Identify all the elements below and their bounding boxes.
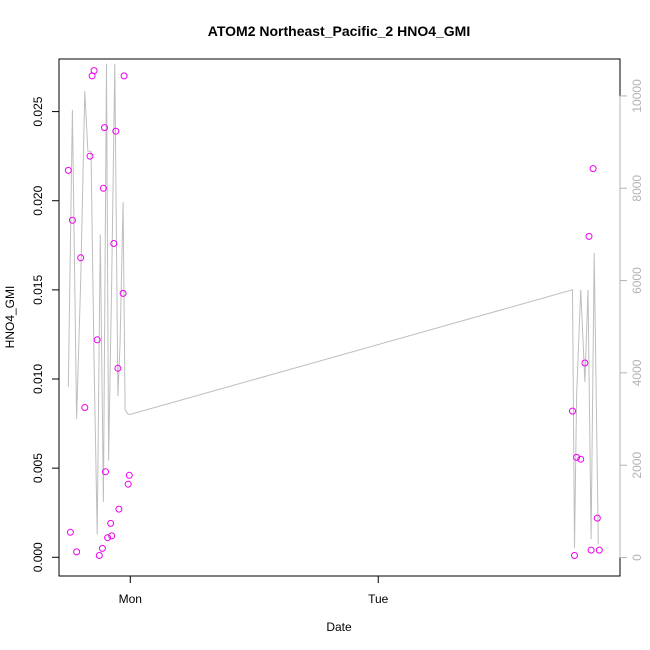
data-point [64,166,72,174]
data-point [101,124,108,132]
data-point [81,404,89,411]
data-point [98,544,106,552]
y-axis-label: HNO4_GMI [3,286,17,349]
data-point [86,152,94,160]
data-point [587,546,595,554]
data-point [585,232,593,240]
data-point [573,453,581,461]
y2-tick-label: 2000 [630,452,644,479]
data-point [115,505,123,513]
y-tick-label: 0.000 [31,542,45,572]
y-axis-left: 0.000 0.005 0.010 0.015 0.020 0.025 [31,96,60,572]
plot-frame [58,58,621,577]
data-point [124,480,132,488]
chart-title: ATOM2 Northeast_Pacific_2 HNO4_GMI [208,23,470,39]
data-point [593,514,601,522]
data-point [90,67,98,75]
y-axis-right: 0 2000 4000 6000 8000 10000 [619,79,644,561]
data-point [125,471,133,479]
y-tick-label: 0.015 [31,275,45,305]
x-tick-label: Tue [368,592,389,606]
line-series [67,63,599,549]
data-point [110,240,118,247]
data-point [595,546,603,554]
y-tick-label: 0.025 [31,96,45,126]
x-axis-label: Date [326,620,352,634]
y-tick-label: 0.020 [31,185,45,215]
x-tick-label: Mon [119,592,142,606]
data-point [577,455,585,463]
y-tick-label: 0.005 [31,453,45,483]
point-series [64,67,603,559]
data-point [589,165,597,173]
data-point [107,519,115,527]
x-axis: Mon Tue [119,575,389,606]
series-line [67,63,599,549]
y2-tick-label: 0 [630,554,644,561]
data-point [66,528,74,536]
y2-tick-label: 8000 [630,175,644,202]
data-point [108,532,116,540]
data-point [569,407,576,415]
data-point [104,534,112,542]
y2-tick-label: 4000 [630,359,644,386]
data-point [95,552,103,559]
data-point [73,548,81,556]
data-point [102,468,109,476]
data-point [93,336,101,344]
data-point [119,289,127,297]
data-point [77,254,85,262]
data-point [581,359,589,367]
data-point [120,72,128,80]
y2-tick-label: 6000 [630,267,644,294]
y2-tick-label: 10000 [630,79,644,113]
data-point [112,127,120,135]
data-point [571,552,578,559]
data-point [68,216,76,224]
data-point [114,364,122,372]
data-point [99,184,107,192]
y-tick-label: 0.010 [31,364,45,394]
